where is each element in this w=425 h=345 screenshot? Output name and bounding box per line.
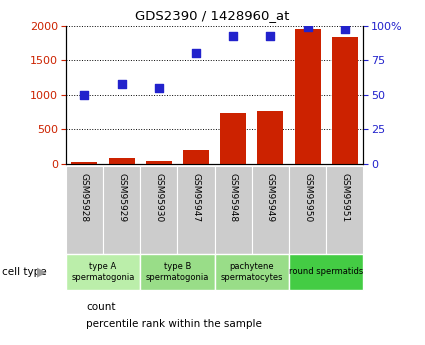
Text: round spermatids: round spermatids: [289, 267, 363, 276]
Point: [304, 24, 311, 30]
Text: ▶: ▶: [37, 265, 46, 278]
Point: [156, 85, 162, 90]
Text: pachytene
spermatocytes: pachytene spermatocytes: [221, 262, 283, 282]
Point: [267, 33, 274, 38]
Point: [341, 26, 348, 31]
Text: GSM95947: GSM95947: [192, 172, 201, 222]
Point: [118, 81, 125, 87]
Bar: [289, 254, 363, 290]
Bar: [109, 158, 135, 164]
Text: count: count: [86, 302, 116, 312]
Bar: [178, 166, 215, 254]
Bar: [66, 254, 140, 290]
Text: type A
spermatogonia: type A spermatogonia: [71, 262, 135, 282]
Bar: [66, 166, 103, 254]
Text: GDS2390 / 1428960_at: GDS2390 / 1428960_at: [135, 9, 290, 22]
Text: GSM95928: GSM95928: [80, 172, 89, 222]
Text: GSM95930: GSM95930: [154, 172, 163, 222]
Text: GSM95929: GSM95929: [117, 172, 126, 222]
Bar: [140, 166, 178, 254]
Text: percentile rank within the sample: percentile rank within the sample: [86, 319, 262, 329]
Text: type B
spermatogonia: type B spermatogonia: [146, 262, 209, 282]
Text: GSM95950: GSM95950: [303, 172, 312, 222]
Bar: [326, 166, 363, 254]
Bar: [146, 161, 172, 164]
Bar: [140, 254, 215, 290]
Bar: [295, 29, 320, 164]
Bar: [252, 166, 289, 254]
Point: [193, 51, 199, 56]
Point: [230, 33, 237, 38]
Text: GSM95951: GSM95951: [340, 172, 349, 222]
Text: cell type: cell type: [2, 267, 47, 276]
Bar: [332, 37, 358, 164]
Bar: [71, 162, 97, 164]
Text: GSM95948: GSM95948: [229, 172, 238, 222]
Bar: [220, 113, 246, 164]
Bar: [258, 111, 283, 164]
Bar: [103, 166, 140, 254]
Bar: [215, 166, 252, 254]
Point: [81, 92, 88, 98]
Bar: [289, 166, 326, 254]
Text: GSM95949: GSM95949: [266, 172, 275, 222]
Bar: [183, 150, 209, 164]
Bar: [215, 254, 289, 290]
